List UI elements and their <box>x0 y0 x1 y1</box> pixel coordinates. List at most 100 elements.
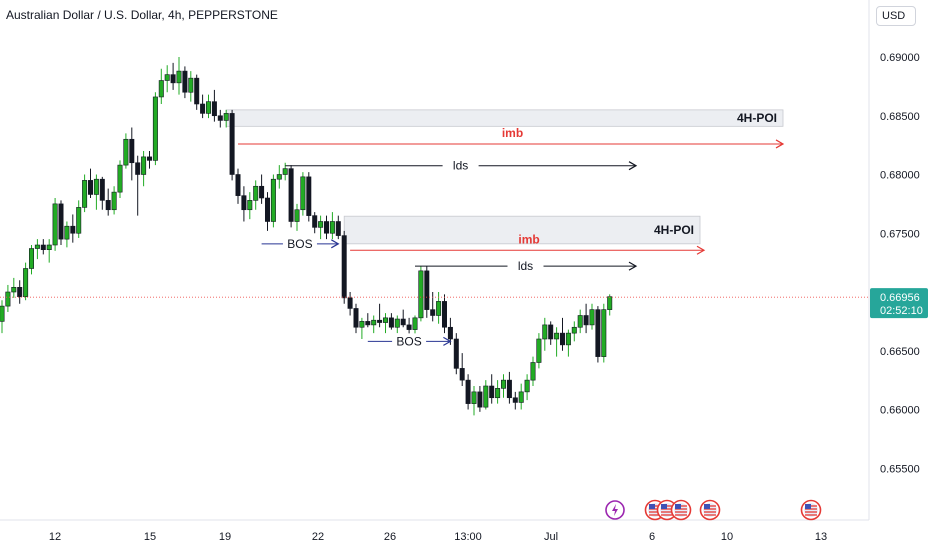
candle-bear <box>99 178 105 201</box>
poi-zone <box>225 109 784 127</box>
candle-bear <box>465 379 471 404</box>
poi-zone-label: 4H-POI <box>737 111 777 125</box>
candle-bull <box>565 332 571 346</box>
candle-bear <box>365 321 371 326</box>
price-tick-label: 0.67500 <box>880 228 920 240</box>
candle-bull <box>188 77 194 93</box>
candle-bull <box>524 379 530 393</box>
candle-bear <box>447 326 453 340</box>
candle-bull <box>46 244 52 250</box>
candle-bear <box>147 156 153 161</box>
candle-bull <box>294 209 300 222</box>
flag-canton <box>649 504 655 509</box>
time-tick-label: 26 <box>384 531 396 543</box>
price-tick-label: 0.65500 <box>880 463 920 475</box>
candle-bear <box>400 318 406 326</box>
flag-canton <box>661 504 667 509</box>
flag-canton <box>805 504 811 509</box>
price-tick-label: 0.66000 <box>880 405 920 417</box>
currency-selector[interactable]: USD <box>876 6 916 26</box>
candle-bear <box>129 138 135 164</box>
candle-bear <box>512 397 518 403</box>
candle-bull <box>93 178 99 195</box>
candle-bear <box>453 338 459 369</box>
candle-bull <box>554 332 560 340</box>
candle-bear <box>170 74 176 84</box>
candle-bull <box>152 96 158 161</box>
time-axis: 12 15 19 22 26 13:00 Jul 6 10 13 <box>49 531 827 543</box>
flag-canton <box>704 504 710 509</box>
label-bg <box>442 157 479 174</box>
candle-bear <box>489 385 495 399</box>
flag-canton <box>675 504 681 509</box>
bos-label: BOS <box>396 334 421 348</box>
candle-bull <box>382 317 388 323</box>
candle-bear <box>70 225 76 234</box>
label-bg <box>282 235 317 252</box>
candle-bear <box>548 324 554 340</box>
candle-bear <box>312 215 318 228</box>
candle-bull <box>412 317 418 330</box>
lds-label: lds <box>453 159 468 173</box>
candle-bear <box>58 203 64 240</box>
candle-bull <box>276 174 282 180</box>
candle-bull <box>247 200 253 211</box>
arrow-head <box>628 161 638 171</box>
candle-bull <box>483 385 489 408</box>
arrow-head <box>775 139 785 149</box>
candle-bear <box>182 70 188 93</box>
candle-bear <box>424 270 430 310</box>
candle-bull <box>601 309 607 357</box>
time-tick-label: 12 <box>49 531 61 543</box>
candle-bull <box>82 180 88 208</box>
chart-title: Australian Dollar / U.S. Dollar, 4h, PEP… <box>6 8 278 22</box>
candle-bear <box>217 115 223 121</box>
candle-bull <box>418 270 424 319</box>
price-tick-label: 0.68500 <box>880 111 920 123</box>
poi-zone-label: 4H-POI <box>654 223 694 237</box>
candle-bull <box>530 362 536 381</box>
candle-bull <box>11 286 17 293</box>
candle-bull <box>359 321 365 328</box>
bar-countdown-label: 02:52:10 <box>880 305 923 317</box>
price-tick-label: 0.66500 <box>880 346 920 358</box>
candle-bear <box>288 168 294 222</box>
candle-bull <box>158 80 164 98</box>
candle-bull <box>318 221 324 228</box>
candle-bear <box>583 315 589 326</box>
candle-bull <box>206 101 212 114</box>
arrow-head <box>331 239 340 249</box>
candle-bull <box>436 301 442 316</box>
candle-bear <box>341 235 347 299</box>
candle-bull <box>117 164 123 193</box>
zones-layer: 4H-POI 4H-POI <box>225 109 784 245</box>
lightning-glyph <box>612 504 618 516</box>
time-tick-label: Jul <box>544 531 558 543</box>
price-tick-label: 0.68000 <box>880 170 920 182</box>
time-tick-label: 6 <box>649 531 655 543</box>
candle-bear <box>347 297 353 309</box>
candle-bear <box>406 324 412 330</box>
candle-bull <box>371 319 377 326</box>
candle-bear <box>506 379 512 399</box>
current-price-label: 0.66956 <box>880 292 920 304</box>
candle-bull <box>542 324 548 340</box>
candle-bear <box>595 309 601 357</box>
candles-layer <box>0 57 613 416</box>
candle-bear <box>477 391 483 408</box>
candle-bull <box>28 248 34 269</box>
candle-bull <box>300 176 306 211</box>
candle-bull <box>571 326 577 334</box>
candle-bear <box>135 162 141 175</box>
current-price-badge <box>870 288 928 319</box>
candle-bull <box>52 203 58 246</box>
candle-bear <box>377 319 383 323</box>
arrow-head <box>628 261 638 271</box>
label-bg <box>392 333 427 350</box>
candle-bear <box>430 309 436 316</box>
price-axis: 0.690000.685000.680000.675000.670000.665… <box>870 52 928 475</box>
candle-bull <box>607 296 613 310</box>
candle-bear <box>259 185 265 199</box>
candle-bear <box>211 101 217 117</box>
